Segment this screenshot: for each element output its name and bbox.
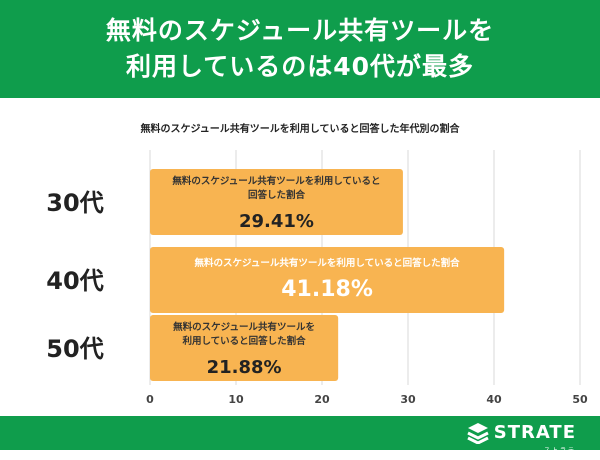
x-tick-label: 50 bbox=[572, 393, 588, 406]
brand-name: STRATE bbox=[493, 422, 576, 443]
category-label: 50代 bbox=[46, 335, 103, 363]
headline-line-1: 無料のスケジュール共有ツールを bbox=[105, 16, 495, 45]
bar-chart: 0 10 20 30 40 5030代無料のスケジュール共有ツールを利用していると回答した… bbox=[46, 150, 588, 406]
bar bbox=[150, 315, 339, 381]
data-label: 21.88% bbox=[207, 357, 282, 378]
x-tick-label: 10 bbox=[228, 393, 244, 406]
bar-caption: 無料のスケジュール共有ツールを利用していると bbox=[172, 175, 380, 187]
x-tick-label: 0 bbox=[146, 393, 154, 406]
x-tick-label: 30 bbox=[400, 393, 416, 406]
strate-logo-icon bbox=[467, 423, 489, 444]
header-banner: 無料のスケジュール共有ツールを 利用しているのは40代が最多 bbox=[0, 0, 600, 98]
bar-caption: 回答した割合 bbox=[248, 189, 306, 201]
bar bbox=[150, 247, 505, 313]
data-label: 29.41% bbox=[239, 211, 314, 232]
category-label: 40代 bbox=[46, 267, 103, 295]
data-label: 41.18% bbox=[281, 277, 373, 302]
x-tick-label: 40 bbox=[486, 393, 502, 406]
bar-caption: 無料のスケジュール共有ツールを利用していると回答した割合 bbox=[195, 257, 461, 269]
headline-line-2: 利用しているのは40代が最多 bbox=[125, 52, 475, 81]
bar-caption: 無料のスケジュール共有ツールを bbox=[173, 321, 315, 333]
brand-logo: STRATE ストラテ bbox=[467, 421, 576, 454]
footer-bar: STRATE ストラテ bbox=[0, 416, 600, 454]
bar bbox=[150, 169, 403, 235]
bar-caption: 利用していると回答した割合 bbox=[181, 335, 306, 347]
brand-subtext: ストラテ bbox=[543, 447, 576, 454]
chart-title: 無料のスケジュール共有ツールを利用していると回答した年代別の割合 bbox=[140, 124, 460, 135]
x-tick-label: 20 bbox=[314, 393, 330, 406]
category-label: 30代 bbox=[46, 189, 103, 217]
